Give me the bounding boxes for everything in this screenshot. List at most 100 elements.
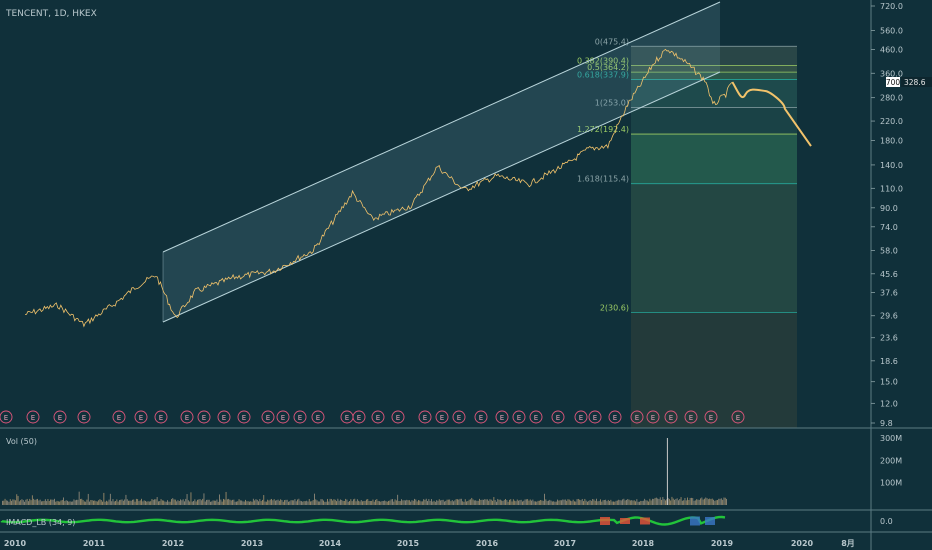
volume-bar [410, 501, 412, 505]
earnings-marker[interactable] [180, 410, 194, 424]
volume-bar [408, 500, 410, 505]
price-tick-label: 140.0 [880, 161, 903, 170]
volume-bar [173, 499, 175, 505]
earnings-marker-label: E [709, 414, 713, 422]
volume-bar [653, 498, 655, 505]
earnings-marker[interactable] [452, 410, 466, 424]
volume-bar [233, 499, 235, 505]
earnings-marker[interactable] [608, 410, 622, 424]
earnings-marker[interactable] [391, 410, 405, 424]
earnings-marker[interactable] [0, 410, 13, 424]
earnings-marker[interactable] [112, 410, 126, 424]
volume-bar [637, 501, 639, 505]
volume-bar [499, 499, 501, 505]
earnings-marker[interactable] [551, 410, 565, 424]
earnings-marker[interactable] [26, 410, 40, 424]
earnings-marker[interactable] [646, 410, 660, 424]
volume-bar [579, 499, 581, 505]
volume-bar [242, 501, 244, 505]
volume-bar [307, 501, 309, 505]
earnings-marker[interactable] [311, 410, 325, 424]
volume-bar [3, 500, 5, 505]
volume-bar [574, 501, 575, 505]
volume-bar [382, 501, 384, 505]
earnings-marker[interactable] [352, 410, 366, 424]
earnings-marker[interactable] [371, 410, 385, 424]
earnings-marker[interactable] [217, 410, 231, 424]
volume-bar [705, 497, 707, 505]
volume-bar [15, 500, 16, 505]
volume-bar [672, 498, 674, 505]
volume-bar [642, 500, 644, 505]
earnings-marker-label: E [82, 414, 86, 422]
fibonacci-retracement[interactable]: 0(475.4) 0.382(390.4)0.5(364.2)0.618(337.… [577, 37, 797, 428]
earnings-marker[interactable] [154, 410, 168, 424]
volume-bar [174, 499, 176, 505]
earnings-marker[interactable] [276, 410, 290, 424]
time-axis[interactable]: 2010 2011 2012 2013 2014 2015 2016 2017 2018 2019… [4, 539, 855, 548]
volume-bar [488, 500, 490, 505]
fib-zone [631, 183, 797, 313]
earnings-marker[interactable] [134, 410, 148, 424]
volume-bar [622, 499, 623, 505]
volume-bar [77, 499, 79, 505]
earnings-marker[interactable] [293, 410, 307, 424]
volume-bar [334, 499, 336, 505]
volume-bar [601, 501, 603, 505]
volume-bar [63, 497, 64, 505]
regression-channel[interactable] [162, 1, 721, 323]
price-tick-label: 18.6 [880, 357, 898, 366]
earnings-marker[interactable] [731, 410, 745, 424]
volume-bar [67, 500, 68, 505]
volume-bar [454, 500, 456, 505]
earnings-marker[interactable] [474, 410, 488, 424]
earnings-marker[interactable] [261, 410, 275, 424]
volume-bar [702, 499, 704, 505]
earnings-marker[interactable] [574, 410, 588, 424]
earnings-marker[interactable] [53, 410, 67, 424]
earnings-marker[interactable] [197, 410, 211, 424]
volume-bar [152, 499, 154, 505]
earnings-marker[interactable] [435, 410, 449, 424]
channel-upper-line[interactable] [162, 1, 721, 253]
volume-bar [670, 500, 672, 505]
earnings-marker[interactable] [512, 410, 526, 424]
earnings-marker[interactable] [588, 410, 602, 424]
earnings-marker[interactable] [664, 410, 678, 424]
price-axis[interactable]: 720.0 560.0 460.0 360.0 280.0 220.0 180.0 140.0… [871, 2, 903, 428]
earnings-marker[interactable] [529, 410, 543, 424]
projection-path[interactable] [731, 81, 812, 147]
volume-bar [722, 499, 724, 505]
volume-bar [381, 501, 383, 505]
volume-bar [666, 438, 668, 505]
volume-bar [256, 499, 258, 505]
volume-bar [466, 501, 467, 505]
volume-bar [215, 500, 217, 505]
price-tick-label: 29.6 [880, 312, 898, 321]
earnings-marker[interactable] [495, 410, 509, 424]
earnings-marker[interactable] [684, 410, 698, 424]
earnings-marker[interactable] [704, 410, 718, 424]
volume-bar [24, 501, 25, 505]
earnings-marker[interactable] [237, 410, 251, 424]
volume-bar [542, 500, 544, 505]
channel-lower-line[interactable] [162, 71, 721, 323]
volume-bar [134, 501, 136, 505]
earnings-marker[interactable] [630, 410, 644, 424]
price-tick-label: 58.0 [880, 246, 898, 255]
volume-bar [558, 500, 560, 505]
volume-bar [412, 500, 414, 505]
price-tick-label: 360.0 [880, 69, 903, 78]
earnings-marker[interactable] [418, 410, 432, 424]
volume-bar [9, 499, 11, 505]
earnings-marker[interactable] [77, 410, 91, 424]
projection-line[interactable] [731, 81, 812, 147]
volume-bar [4, 498, 6, 505]
volume-bar [224, 499, 226, 505]
price-line [25, 48, 733, 328]
fib-level-label: 1.618(115.4) [577, 175, 629, 184]
volume-bar [243, 501, 245, 505]
volume-bar [457, 499, 458, 505]
